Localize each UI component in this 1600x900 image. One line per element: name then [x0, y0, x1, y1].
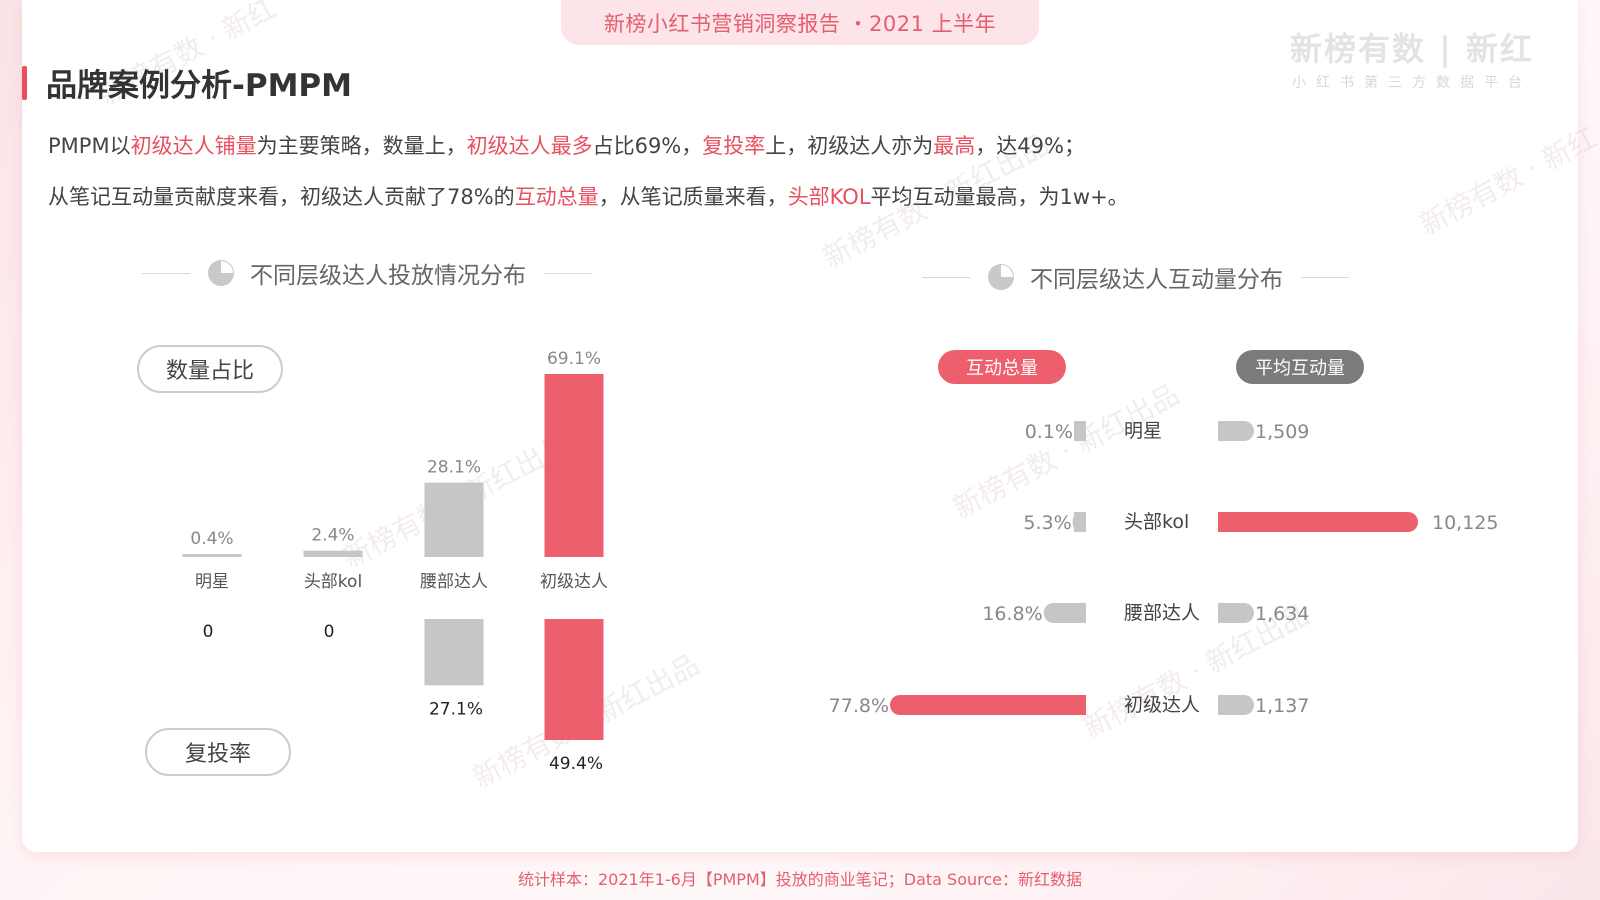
- right-section-title: 不同层级达人互动量分布: [922, 260, 1367, 294]
- bar-square-end: [1074, 421, 1086, 441]
- data-label: 0: [203, 622, 214, 642]
- description-text: 从笔记互动量贡献度来看，初级达人贡献了78%的: [48, 185, 515, 209]
- avg-interaction-pill: 平均互动量: [1236, 350, 1364, 384]
- pie-chart-icon: [988, 264, 1014, 290]
- bar-square-end: [1074, 603, 1086, 623]
- page-title: 品牌案例分析-PMPM: [46, 68, 353, 104]
- data-label: 69.1%: [547, 349, 601, 369]
- brand-logo: 新榜有数 | 新红 小红书第三方数据平台: [1282, 24, 1542, 92]
- highlight-text: 初级达人最多: [466, 134, 593, 158]
- bar: [303, 550, 363, 557]
- description-text: ，达49%；: [975, 134, 1085, 158]
- bar-square-end: [1074, 512, 1086, 532]
- bar: [182, 554, 242, 557]
- description-text: ，从笔记质量来看，: [598, 185, 788, 209]
- bar: [890, 695, 1086, 715]
- data-label: 0.1%: [1025, 421, 1073, 443]
- highlight-text: 复投率: [702, 134, 766, 158]
- data-label: 1,137: [1255, 695, 1309, 717]
- description-text: PMPM以: [48, 134, 131, 158]
- category-label: 初级达人: [1124, 694, 1200, 716]
- left-section-title-text: 不同层级达人投放情况分布: [250, 263, 526, 289]
- brand-sub: 小红书第三方数据平台: [1292, 75, 1532, 91]
- data-label: 27.1%: [429, 699, 483, 719]
- category-label: 腰部达人: [1124, 602, 1200, 624]
- data-label: 0.4%: [190, 529, 233, 549]
- left-section-title: 不同层级达人投放情况分布: [142, 256, 610, 290]
- bar: [544, 374, 604, 557]
- data-label: 28.1%: [427, 458, 481, 478]
- category-label: 腰部达人: [420, 572, 488, 592]
- category-label: 明星: [1124, 420, 1162, 442]
- content-card: [22, 0, 1578, 852]
- total-interaction-pill: 互动总量: [938, 350, 1066, 384]
- category-label: 头部kol: [304, 572, 362, 592]
- title-accent-bar: [22, 66, 27, 100]
- highlight-text: 最高: [933, 134, 976, 158]
- description-text: 为主要策略，数量上，: [256, 134, 467, 158]
- category-label: 初级达人: [540, 572, 608, 592]
- bar-square-end: [1218, 695, 1230, 715]
- divider: [544, 272, 592, 274]
- highlight-text: 初级达人铺量: [130, 134, 257, 158]
- highlight-text: 头部KOL: [787, 185, 871, 209]
- bar-square-end: [1074, 695, 1086, 715]
- description-text: 平均互动量最高，为1w+。: [870, 185, 1129, 209]
- divider: [142, 272, 190, 274]
- data-label: 77.8%: [829, 695, 889, 717]
- description-line-2: 从笔记互动量贡献度来看，初级达人贡献了78%的互动总量，从笔记质量来看，头部KO…: [48, 181, 1129, 211]
- data-label: 1,634: [1255, 603, 1309, 625]
- bar: [424, 482, 484, 557]
- category-label: 明星: [195, 572, 229, 592]
- divider: [1301, 276, 1349, 278]
- data-label: 2.4%: [311, 526, 354, 546]
- bar-square-end: [1218, 421, 1230, 441]
- bar-square-end: [1218, 603, 1230, 623]
- bar: [544, 619, 604, 740]
- data-label: 1,509: [1255, 421, 1309, 443]
- right-section-title-text: 不同层级达人互动量分布: [1030, 267, 1283, 293]
- divider: [922, 276, 970, 278]
- data-label: 49.4%: [549, 754, 603, 774]
- data-label: 10,125: [1432, 512, 1498, 534]
- data-label: 16.8%: [982, 603, 1042, 625]
- data-label: 0: [324, 622, 335, 642]
- highlight-text: 互动总量: [514, 185, 599, 209]
- category-label: 头部kol: [1124, 511, 1189, 533]
- bar: [424, 619, 484, 686]
- pie-chart-icon: [208, 260, 234, 286]
- description-line-1: PMPM以初级达人铺量为主要策略，数量上，初级达人最多占比69%，复投率上，初级…: [48, 130, 1085, 160]
- data-label: 5.3%: [1023, 512, 1071, 534]
- description-text: 上，初级达人亦为: [765, 134, 934, 158]
- bar: [1218, 512, 1418, 532]
- bar-square-end: [1218, 512, 1230, 532]
- brand-main: 新榜有数 | 新红: [1290, 30, 1534, 68]
- footer-note: 统计样本：2021年1-6月【PMPM】投放的商业笔记；Data Source：…: [517, 870, 1082, 889]
- repeat-rate-pill: 复投率: [145, 728, 291, 776]
- report-title: 新榜小红书营销洞察报告 ・2021 上半年: [603, 11, 997, 36]
- quantity-share-pill: 数量占比: [137, 345, 283, 393]
- report-title-tab: 新榜小红书营销洞察报告 ・2021 上半年: [561, 0, 1039, 45]
- description-text: 占比69%，: [592, 134, 703, 158]
